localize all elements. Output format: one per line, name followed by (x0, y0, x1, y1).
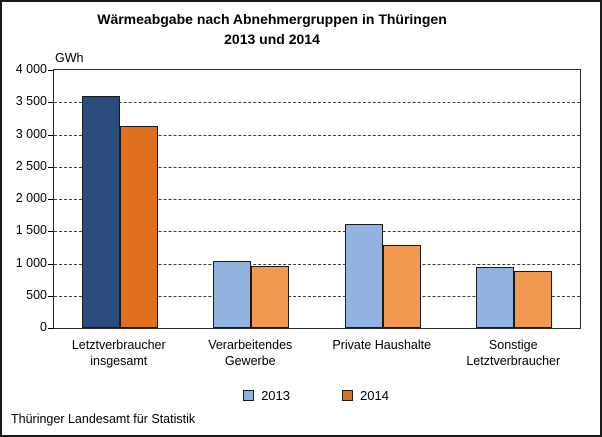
x-axis-category-label-2: Private Haushalte (332, 338, 432, 352)
y-axis-tick (48, 263, 53, 265)
y-axis-tick (48, 102, 53, 104)
gridline (54, 199, 580, 200)
y-axis-tick (48, 328, 53, 329)
y-axis-unit-label: GWh (55, 51, 84, 65)
y-axis-tick (48, 134, 53, 136)
legend-swatch-icon (243, 390, 255, 401)
plot-area (48, 69, 581, 329)
source-text: Thüringer Landesamt für Statistik (11, 412, 196, 426)
y-axis-tick (48, 166, 53, 168)
y-axis-tick (48, 70, 53, 71)
gridline (54, 166, 580, 168)
chart-title: Wärmeabgabe nach Abnehmergruppen in Thür… (97, 11, 447, 27)
chart-title-block: Wärmeabgabe nach Abnehmergruppen in Thür… (2, 9, 542, 49)
y-axis-tick-label: 500 (26, 287, 47, 302)
chart-subtitle: 2013 und 2014 (224, 31, 320, 47)
legend: 2013 2014 (53, 388, 579, 403)
legend-swatch-icon (342, 390, 353, 401)
y-axis-tick-label: 1 000 (15, 255, 47, 270)
gridline (54, 231, 580, 233)
y-axis-tick-label: 0 (40, 320, 47, 334)
y-axis-tick-labels: 0 500 1 000 1 500 2 000 2 500 3 000 3 500 4 000 (2, 62, 47, 334)
x-axis-category-label-0: Letztverbraucher insgesamt (71, 338, 166, 368)
y-axis-tick-label: 2 000 (15, 191, 47, 205)
bar-2013-category-2 (345, 224, 383, 328)
y-axis-tick-label: 3 000 (15, 126, 47, 141)
bar-2013-category-1 (213, 261, 251, 328)
x-axis-category-labels: Letztverbraucher insgesamt Verarbeitendes… (53, 337, 579, 369)
y-axis-tick-label: 3 500 (15, 94, 47, 109)
legend-item-2014: 2014 (342, 388, 389, 403)
bar-2014-category-1 (251, 266, 289, 328)
y-axis-tick (48, 295, 53, 297)
x-axis-category-label-3: Sonstige Letztverbraucher (466, 338, 561, 368)
bar-2014-category-3 (514, 271, 552, 328)
gridline (54, 102, 580, 104)
bar-2014-category-0 (120, 126, 158, 328)
x-axis-category-label-1: Verarbeitendes Gewerbe (208, 338, 293, 368)
gridline (54, 295, 580, 297)
gridline (54, 263, 580, 265)
bar-2013-category-3 (476, 267, 514, 328)
y-axis-tick (48, 199, 53, 200)
legend-label: 2013 (261, 388, 290, 403)
legend-item-2013: 2013 (243, 388, 290, 403)
y-axis-tick-label: 1 500 (15, 223, 47, 238)
gridline (54, 134, 580, 136)
bar-2014-category-2 (383, 245, 421, 328)
y-axis-tick (48, 231, 53, 233)
y-axis-tick-label: 2 500 (15, 158, 47, 173)
y-axis-tick-label: 4 000 (15, 62, 47, 76)
bar-2013-category-0 (82, 96, 120, 328)
legend-label: 2014 (360, 388, 389, 403)
